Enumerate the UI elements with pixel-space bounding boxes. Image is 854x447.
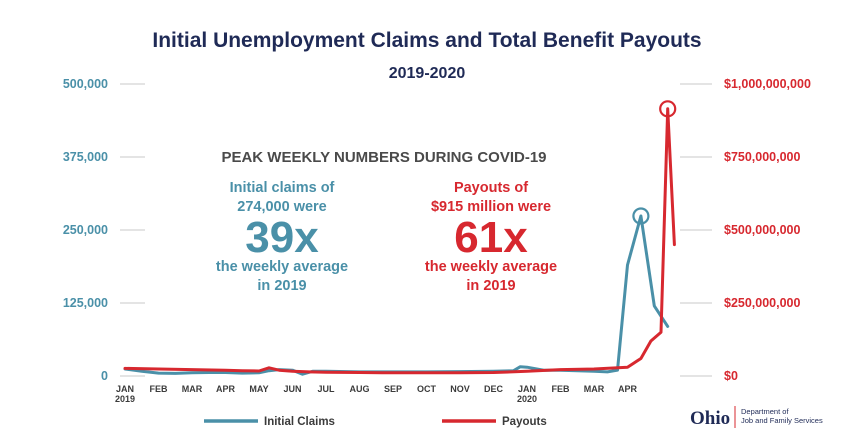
right-tick-label: $500,000,000 [724,223,801,237]
left-tick-label: 500,000 [63,77,108,91]
right-axis-ticks: $0 $250,000,000 $500,000,000 $750,000,000 $1… [724,77,811,383]
right-tick-label: $0 [724,369,738,383]
left-tick-label: 250,000 [63,223,108,237]
x-tick-label: DEC [484,384,504,394]
x-tick-label: JAN [116,384,134,394]
chart-title: Initial Unemployment Claims and Total Be… [152,29,701,52]
payouts-annotation-line3: the weekly average [425,259,557,275]
claims-annotation-line4: in 2019 [257,278,306,294]
payouts-annotation-line2: $915 million were [431,199,551,215]
legend: Initial Claims Payouts [204,416,547,428]
x-year-label: 2019 [115,394,135,404]
chart-subtitle: 2019-2020 [389,65,466,82]
legend-label-initial-claims: Initial Claims [264,416,335,428]
legend-label-payouts: Payouts [502,416,547,428]
left-tick-label: 125,000 [63,296,108,310]
x-axis-ticks: JAN FEB MAR APR MAY JUN JUL AUG SEP OCT NOV DEC JAN F… [115,384,638,404]
right-tick-label: $250,000,000 [724,296,801,310]
x-tick-label: MAR [584,384,605,394]
x-tick-label: NOV [450,384,470,394]
payouts-annotation-line4: in 2019 [466,278,515,294]
ohio-logo: Ohio Department of Job and Family Servic… [690,406,823,429]
payouts-annotation-line1: Payouts of [454,180,528,196]
x-tick-label: MAR [182,384,203,394]
series-line-payouts [123,107,676,375]
left-tick-label: 375,000 [63,150,108,164]
peak-marker-payouts [659,100,677,118]
x-tick-label: JAN [518,384,536,394]
x-tick-label: APR [618,384,638,394]
ohio-wordmark: Ohio [690,408,730,429]
x-tick-label: FEB [150,384,169,394]
x-tick-label: SEP [384,384,402,394]
annotation-heading: PEAK WEEKLY NUMBERS DURING COVID-19 [221,149,546,166]
right-tick-label: $750,000,000 [724,150,801,164]
x-tick-label: FEB [552,384,571,394]
department-line2: Job and Family Services [741,416,823,425]
x-tick-label: OCT [417,384,437,394]
series-line-initial-claims [123,214,670,376]
x-tick-label: JUL [317,384,335,394]
series-layer [123,100,677,376]
claims-annotation-line2: 274,000 were [237,199,327,215]
x-tick-label: AUG [350,384,370,394]
left-tick-label: 0 [101,369,108,383]
left-axis-ticks: 0 125,000 250,000 375,000 500,000 [63,77,108,383]
claims-annotation: Initial claims of 274,000 were 39x the w… [216,180,348,294]
x-tick-label: JUN [283,384,301,394]
x-tick-label: APR [216,384,236,394]
department-line1: Department of [741,407,789,416]
x-year-label: 2020 [517,394,537,404]
claims-annotation-multiplier: 39x [245,213,319,262]
payouts-annotation: Payouts of $915 million were 61x the wee… [425,180,557,294]
claims-annotation-line3: the weekly average [216,259,348,275]
right-tick-label: $1,000,000,000 [724,77,811,91]
payouts-annotation-multiplier: 61x [454,213,528,262]
claims-annotation-line1: Initial claims of [230,180,335,196]
x-tick-label: MAY [249,384,268,394]
gridlines [120,83,712,377]
peak-marker-initial-claims [632,207,650,225]
